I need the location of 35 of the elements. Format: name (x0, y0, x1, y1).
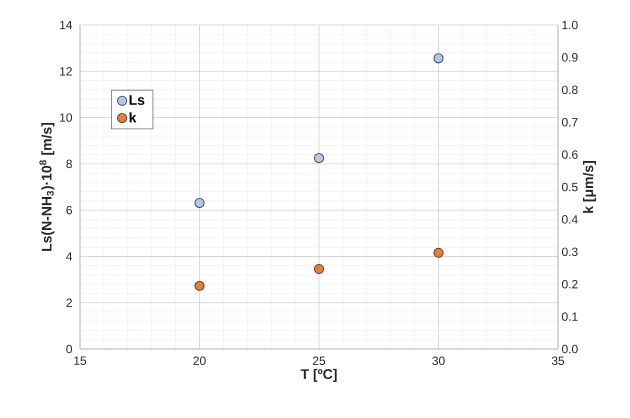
x-tick-label: 35 (552, 356, 564, 365)
y-axis-title: Ls(N-NH$_{3}$)·10$^{8}$ [m/s] (39, 122, 54, 251)
y2-tick-label: 0.1 (562, 312, 578, 321)
y-tick-label: 10 (60, 113, 72, 122)
y2-tick-label: 0.3 (562, 248, 578, 256)
y-tick-label: 4 (66, 252, 72, 261)
y-tick-label: 0 (66, 344, 72, 354)
point (434, 53, 444, 64)
y2-tick-label: 0.9 (562, 53, 578, 62)
x-tick-label: 30 (432, 356, 445, 365)
y2-tick-label: 0.0 (562, 344, 578, 354)
point (314, 264, 324, 274)
y2-tick-label: 0.2 (562, 280, 578, 288)
y2-tick-label: 1.0 (562, 20, 578, 30)
y-tick-label: 6 (66, 206, 72, 214)
x-tick-label: 25 (312, 356, 326, 365)
y2-tick-label: 0.7 (562, 118, 578, 126)
y-tick-label: 8 (66, 160, 72, 168)
y2-tick-label: 0.4 (562, 215, 578, 224)
y2-tick-label: 0.5 (562, 182, 578, 192)
y-tick-label: 14 (60, 20, 72, 30)
y2-tick-label: 0.6 (562, 150, 578, 159)
legend-label: Ls (130, 95, 144, 105)
y-tick-label: 2 (66, 298, 72, 307)
y-tick-label: 12 (60, 67, 72, 76)
point (314, 153, 324, 164)
x-tick-label: 15 (74, 356, 86, 365)
y2-axis-title: k [μm/s] (582, 161, 596, 213)
point (194, 198, 204, 208)
legend-label: k (130, 112, 136, 122)
point (194, 280, 204, 291)
x-axis-title: T [ºC] (300, 368, 337, 382)
x-tick-label: 20 (193, 356, 206, 365)
y2-tick-label: 0.8 (562, 86, 578, 94)
point (434, 248, 444, 258)
